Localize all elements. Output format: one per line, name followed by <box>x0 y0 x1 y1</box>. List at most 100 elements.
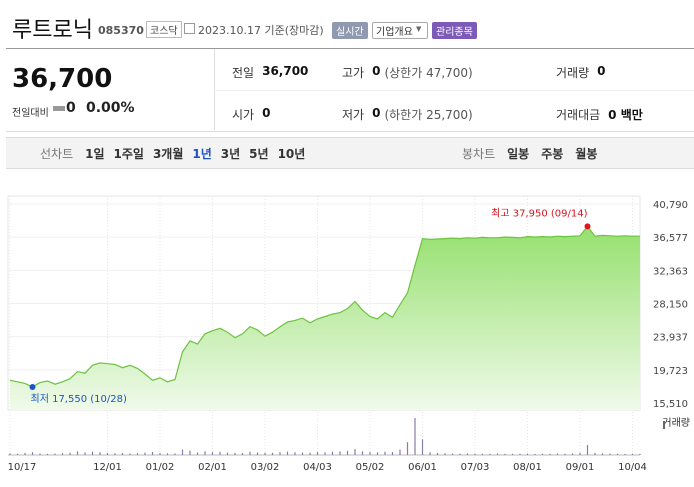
volume-bar <box>444 453 446 455</box>
x-tick-label: 10/17 <box>8 462 37 473</box>
stat-value: 0 <box>262 106 271 120</box>
date: 2023.10.17 기준(장마감) <box>198 24 324 37</box>
stock-code: 085370 <box>98 24 144 37</box>
x-tick-label: 07/03 <box>461 462 490 473</box>
volume-bar <box>39 453 41 455</box>
tab[interactable]: 1일 <box>85 147 105 161</box>
legend-swatch <box>663 421 665 429</box>
divider <box>214 49 215 130</box>
badge[interactable]: 기업개요 <box>372 22 428 39</box>
volume-bar <box>309 452 311 455</box>
volume-bar <box>361 451 364 455</box>
volume-bar <box>466 453 469 455</box>
volume-bar <box>159 453 161 455</box>
volume-bar <box>481 453 484 455</box>
stat-value: 0 <box>372 64 381 78</box>
volume-bar <box>129 453 131 455</box>
stat-label: 거래대금 <box>556 108 601 122</box>
volume-bar <box>256 452 259 455</box>
volume-bar <box>474 453 476 455</box>
volume-bar <box>594 452 596 455</box>
volume-bar <box>384 451 386 455</box>
low-marker <box>29 383 36 390</box>
volume-bar <box>489 453 491 455</box>
summary-box <box>6 48 694 132</box>
tab[interactable]: 1주일 <box>113 147 144 161</box>
tab[interactable]: 월봉 <box>575 147 598 161</box>
x-tick-label: 04/03 <box>303 462 332 473</box>
tab[interactable]: 일봉 <box>507 147 530 161</box>
tab-bar <box>6 137 694 169</box>
volume-bar <box>226 452 229 455</box>
tab[interactable]: 1년 <box>192 147 212 161</box>
volume-bar <box>496 453 499 455</box>
volume-bar <box>511 453 514 455</box>
volume-bar <box>459 453 461 455</box>
tab[interactable]: 5년 <box>249 147 269 161</box>
y-tick-label: 36,577 <box>653 233 688 244</box>
volume-bar <box>534 453 536 455</box>
change-label: 전일대비 <box>12 108 49 119</box>
stock-name: 루트로닉 <box>12 18 93 43</box>
calendar-icon <box>184 23 195 34</box>
volume-bar <box>369 452 371 455</box>
volume-bar <box>121 453 124 455</box>
x-tick-label: 03/02 <box>251 462 280 473</box>
x-tick-label: 10/04 <box>618 462 647 473</box>
volume-bar <box>196 452 199 455</box>
volume-bar <box>144 452 146 455</box>
badge[interactable]: 관리종목 <box>432 22 477 39</box>
badge[interactable]: 실시간 <box>332 22 368 39</box>
volume-bar <box>601 453 604 455</box>
x-tick-label: 01/02 <box>146 462 175 473</box>
volume-bar <box>46 453 49 455</box>
volume-bar <box>376 452 379 455</box>
stat-note: (상한가 47,700) <box>384 66 473 80</box>
volume-bar <box>399 449 401 455</box>
x-tick-label: 05/02 <box>356 462 385 473</box>
volume-bar <box>24 452 26 455</box>
y-tick-label: 32,363 <box>653 266 688 277</box>
line <box>9 225 640 388</box>
volume-bar <box>406 442 409 455</box>
volume-bar <box>211 452 214 455</box>
volume-bar <box>76 451 79 455</box>
volume-bar <box>571 453 574 455</box>
volume-bar <box>519 453 521 455</box>
volume-bar <box>556 453 559 455</box>
x-tick-label: 09/01 <box>566 462 595 473</box>
volume-bar <box>264 452 266 455</box>
volume-bar <box>166 453 169 455</box>
volume-bar <box>286 451 289 455</box>
volume-bar <box>526 453 529 455</box>
volume-bar <box>181 449 184 455</box>
tab[interactable]: 3년 <box>220 147 241 161</box>
tab[interactable]: 주봉 <box>541 147 564 161</box>
volume-bar <box>586 445 589 455</box>
volume-bar <box>249 451 251 455</box>
x-tick-label: 12/01 <box>93 462 122 473</box>
volume-bar <box>174 453 176 455</box>
high-annotation: 최고 37,950 (09/14) <box>491 207 587 219</box>
volume-bar <box>136 453 139 455</box>
volume-bar <box>504 453 506 455</box>
volume-bar <box>346 450 349 455</box>
stat-label: 저가 <box>342 108 365 122</box>
tab[interactable]: 10년 <box>277 147 306 161</box>
volume-bar <box>541 453 544 455</box>
volume-bar <box>151 451 154 455</box>
volume-bar <box>631 453 634 455</box>
volume-bar <box>219 451 221 455</box>
tab[interactable]: 3개월 <box>152 147 184 161</box>
stat-value: 0 <box>372 106 381 120</box>
high-marker <box>584 223 591 230</box>
volume-bar <box>391 452 394 455</box>
volume-bar <box>354 449 356 455</box>
volume-bar <box>451 453 454 455</box>
stat-label: 고가 <box>342 66 365 80</box>
stat-label: 거래량 <box>556 66 590 80</box>
volume-bar <box>16 453 19 455</box>
volume-bar <box>91 451 94 455</box>
volume-bar <box>339 451 341 455</box>
volume-bar <box>9 453 11 455</box>
